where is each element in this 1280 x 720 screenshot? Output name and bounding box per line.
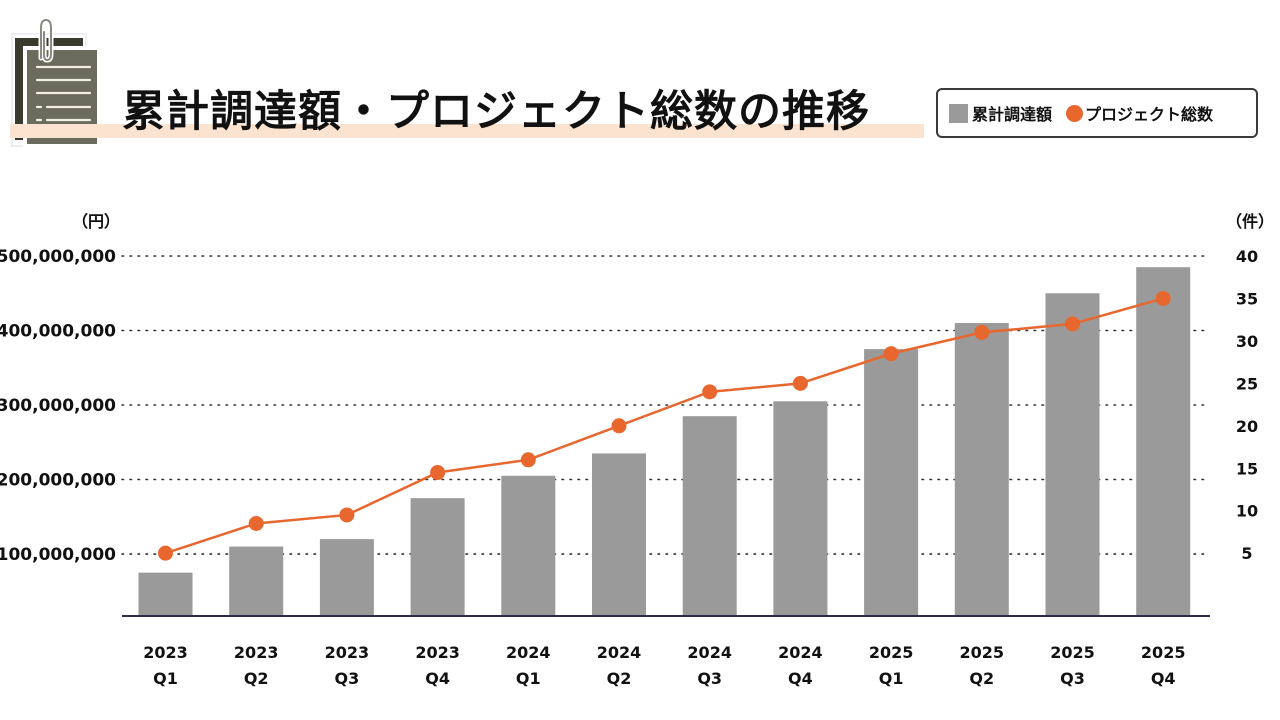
bar — [592, 453, 646, 616]
x-tick-year: 2025 — [960, 643, 1005, 662]
y-left-tick-label: 400,000,000 — [0, 322, 116, 342]
x-tick-year: 2024 — [597, 643, 642, 662]
y-right-tick-label: 15 — [1236, 459, 1258, 478]
y-left-unit-label: （円） — [72, 212, 121, 231]
x-tick-year: 2025 — [1050, 643, 1095, 662]
data-point — [611, 418, 627, 434]
bar — [138, 572, 193, 616]
data-point — [520, 452, 536, 468]
bar — [682, 416, 737, 616]
data-point — [792, 375, 808, 391]
bar-series — [138, 267, 1191, 616]
x-tick-year: 2023 — [415, 643, 460, 662]
y-right-tick-label: 25 — [1236, 374, 1258, 393]
x-tick-year: 2024 — [687, 643, 732, 662]
data-point — [430, 465, 446, 481]
y-right-tick-label: 30 — [1236, 332, 1258, 351]
bar — [319, 539, 374, 616]
legend-label-funding: 累計調達額 — [972, 105, 1053, 124]
x-tick-quarter: Q1 — [879, 669, 904, 688]
y-left-tick-label: 300,000,000 — [0, 396, 116, 416]
legend-label-projects: プロジェクト総数 — [1085, 105, 1214, 124]
bar — [410, 498, 465, 616]
y-left-ticks: 100,000,000 200,000,000 300,000,000 400,000… — [0, 247, 116, 565]
x-tick-year: 2025 — [1141, 643, 1186, 662]
y-left-tick-label: 100,000,000 — [0, 545, 116, 565]
legend-square-marker — [949, 103, 968, 123]
page-title: 累計調達額・プロジェクト総数の推移 — [122, 87, 870, 137]
x-ticks: 2023 Q1 2023 Q2 2023 Q3 2023 Q4 2024 Q1 2024 Q2 2024… — [143, 643, 1185, 688]
y-left-tick-label: 500,000,000 — [0, 247, 116, 267]
x-tick-quarter: Q2 — [244, 669, 269, 688]
bar — [1136, 267, 1191, 616]
x-tick-year: 2025 — [869, 643, 914, 662]
x-tick-quarter: Q4 — [425, 669, 450, 688]
x-tick-quarter: Q2 — [969, 669, 994, 688]
y-right-tick-label: 40 — [1236, 247, 1258, 266]
x-tick-quarter: Q3 — [335, 669, 360, 688]
x-tick-quarter: Q3 — [697, 669, 722, 688]
x-tick-year: 2023 — [234, 643, 279, 662]
x-tick-quarter: Q1 — [516, 669, 541, 688]
y-left-tick-label: 200,000,000 — [0, 471, 116, 491]
gridlines — [121, 255, 1211, 555]
y-right-tick-label: 35 — [1236, 289, 1258, 308]
bar — [864, 349, 919, 616]
bar — [229, 546, 284, 616]
bar — [773, 401, 828, 616]
y-right-unit-label: （件） — [1226, 212, 1275, 231]
y-right-tick-label: 5 — [1241, 544, 1252, 563]
y-right-tick-label: 20 — [1236, 417, 1258, 436]
data-point — [1155, 290, 1171, 306]
data-point — [339, 507, 355, 523]
x-tick-quarter: Q4 — [1151, 669, 1176, 688]
x-tick-quarter: Q4 — [788, 669, 813, 688]
data-point — [702, 384, 718, 400]
bar — [1045, 293, 1100, 616]
data-point — [883, 346, 899, 362]
line-series — [158, 290, 1171, 561]
bar — [954, 323, 1009, 616]
x-tick-quarter: Q2 — [607, 669, 632, 688]
x-tick-quarter: Q1 — [153, 669, 178, 688]
x-tick-quarter: Q3 — [1060, 669, 1085, 688]
title-highlight — [10, 124, 924, 138]
x-tick-year: 2024 — [778, 643, 823, 662]
x-tick-year: 2024 — [506, 643, 551, 662]
data-point — [158, 545, 173, 561]
y-right-ticks: 5 10 15 20 25 30 35 40 — [1236, 247, 1258, 563]
data-point — [248, 515, 264, 531]
chart-legend: 累計調達額 プロジェクト総数 — [936, 88, 1258, 138]
data-point — [974, 324, 990, 340]
data-point — [1065, 316, 1080, 332]
legend-circle-marker — [1066, 104, 1084, 122]
y-right-tick-label: 10 — [1236, 502, 1258, 521]
series-line — [165, 297, 1164, 555]
bar — [501, 475, 556, 616]
x-tick-year: 2023 — [143, 643, 188, 662]
x-tick-year: 2023 — [325, 643, 370, 662]
